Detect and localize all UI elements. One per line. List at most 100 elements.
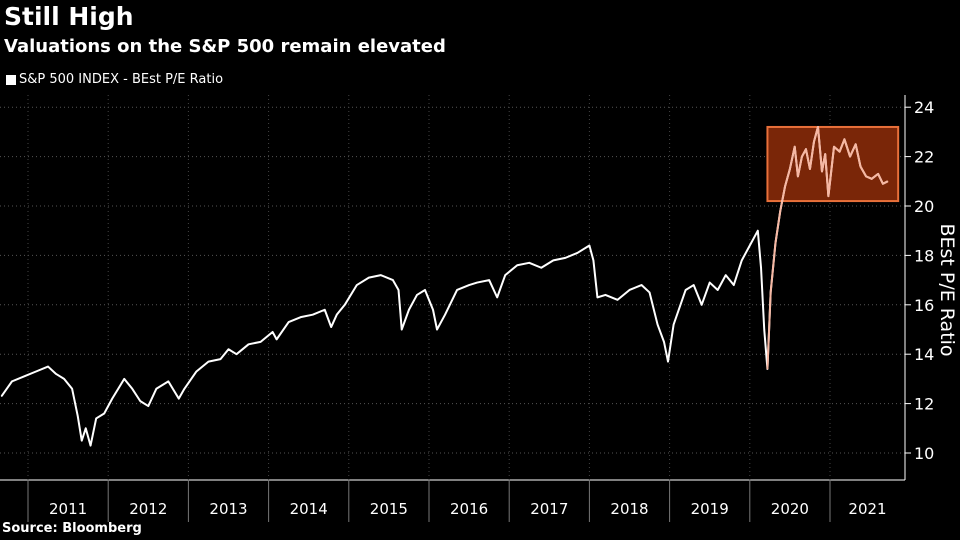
data-point (408, 309, 410, 311)
data-point (770, 291, 772, 294)
data-point (817, 126, 819, 128)
y-tick-label: 24 (914, 98, 934, 117)
data-point (432, 309, 434, 311)
data-point (576, 252, 578, 254)
y-tick-label: 14 (914, 345, 934, 364)
data-point (330, 326, 332, 328)
data-point (843, 138, 846, 140)
data-point (235, 353, 238, 355)
data-point (779, 210, 781, 212)
y-tick-label: 10 (914, 444, 934, 463)
data-point (805, 148, 807, 150)
x-tick-label: 2013 (209, 500, 247, 518)
data-point (356, 284, 358, 286)
data-point (656, 323, 659, 326)
x-tick-label: 2016 (450, 500, 488, 518)
data-point (397, 289, 400, 291)
data-point (336, 314, 338, 316)
data-point (178, 398, 180, 400)
data-point (123, 378, 125, 380)
data-point (833, 146, 835, 148)
data-point (344, 304, 346, 306)
data-point (693, 284, 695, 286)
data-point (392, 279, 394, 281)
data-point (797, 175, 799, 177)
data-point (849, 156, 851, 158)
data-point (35, 370, 37, 373)
data-point (368, 277, 370, 279)
data-point (424, 289, 426, 291)
data-point (63, 378, 65, 380)
data-point (709, 281, 711, 284)
source-note: Source: Bloomberg (2, 521, 142, 536)
data-point (789, 168, 791, 170)
data-point (685, 289, 687, 291)
data-point (774, 242, 777, 244)
x-tick-label: 2019 (691, 500, 729, 518)
data-point (871, 178, 873, 180)
data-point (725, 274, 727, 276)
data-point (604, 294, 607, 296)
x-tick-label: 2020 (771, 500, 809, 518)
x-tick-label: 2018 (610, 500, 648, 518)
data-point (227, 348, 230, 350)
data-point (757, 230, 759, 232)
data-point (476, 281, 478, 284)
data-point (468, 284, 470, 286)
data-point (877, 173, 879, 175)
data-point (827, 195, 829, 197)
data-point (219, 358, 222, 360)
data-point (496, 296, 498, 298)
data-point (741, 259, 743, 261)
data-point (89, 444, 92, 447)
data-point (824, 153, 826, 155)
data-point (456, 289, 458, 291)
chart-subtitle: Valuations on the S&P 500 remain elevate… (4, 36, 446, 57)
data-point (766, 368, 769, 370)
x-tick-label: 2011 (49, 500, 87, 518)
data-point (276, 338, 278, 340)
data-point (616, 299, 619, 301)
data-point (81, 440, 83, 442)
data-point (95, 417, 97, 420)
y-tick-label: 18 (914, 246, 934, 265)
data-point (859, 165, 862, 168)
legend: S&P 500 INDEX - BEst P/E Ratio (6, 72, 223, 87)
data-point (588, 244, 591, 247)
y-tick-label: 22 (914, 148, 934, 167)
data-point (855, 143, 857, 145)
y-tick-label: 20 (914, 197, 934, 216)
data-point (71, 388, 73, 390)
data-point (111, 398, 113, 400)
data-point (183, 388, 185, 390)
data-point (131, 388, 133, 390)
data-point (648, 291, 651, 294)
data-point (801, 156, 803, 158)
data-point (784, 185, 786, 187)
data-point (865, 175, 867, 177)
data-point (23, 375, 25, 378)
data-point (247, 343, 250, 345)
data-point (763, 328, 765, 331)
data-point (760, 267, 762, 269)
data-point (663, 341, 665, 343)
data-point (167, 380, 169, 382)
data-point (312, 314, 314, 316)
data-point (300, 316, 302, 318)
data-point (207, 361, 210, 363)
data-point (103, 412, 105, 415)
data-point (667, 361, 669, 363)
data-point (839, 151, 841, 153)
data-point (516, 264, 518, 266)
series-line (0, 125, 889, 447)
data-point (288, 321, 290, 323)
chart-title: Still High (4, 2, 134, 31)
data-point (640, 284, 643, 286)
data-point (272, 331, 274, 333)
data-point (380, 274, 382, 276)
data-point (528, 262, 530, 264)
data-point (628, 289, 631, 291)
data-point (416, 294, 418, 296)
data-point (11, 380, 13, 382)
